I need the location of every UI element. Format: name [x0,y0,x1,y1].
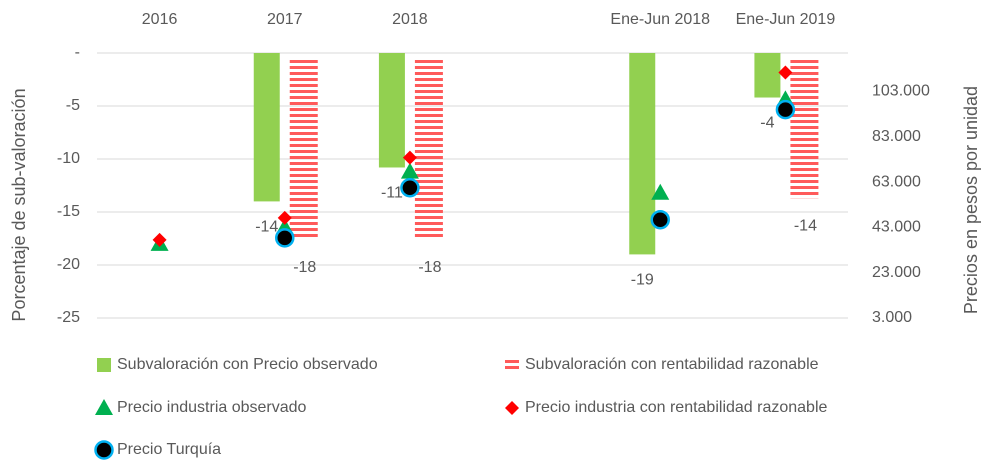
marker [651,183,670,200]
data-label: -18 [293,259,316,276]
marker [775,99,796,120]
y-tick-label: - [75,44,80,61]
data-label: -18 [418,259,441,276]
y2-tick-label: 43.000 [872,219,921,236]
y2-tick-label: 3.000 [872,309,912,326]
y-axis-title: Porcentaje de sub-valoración [9,88,29,321]
y2-tick-label: 23.000 [872,264,921,281]
y2-tick-label: 63.000 [872,173,921,190]
marker [650,209,670,230]
bar [378,53,405,168]
marker [152,232,167,247]
legend-label: Subvaloración con rentabilidad razonable [525,356,819,373]
legend-swatch [97,358,111,372]
y-tick-label: -10 [57,150,80,167]
data-label: -4 [760,115,774,132]
marker [277,210,292,225]
legend-swatch [505,358,519,372]
bar [414,57,443,240]
legend-label: Precio Turquía [117,441,221,458]
y-tick-label: -5 [66,97,80,114]
marker [778,65,793,80]
y-tick-label: -25 [57,309,80,326]
bar [629,53,656,255]
data-label: -14 [255,219,278,236]
legend-swatch [95,399,113,415]
marker [402,150,417,165]
data-label: -19 [631,272,654,289]
marker [400,162,419,179]
legend-label: Precio industria observado [117,399,307,416]
legend-swatch [94,440,114,460]
x-tick-label: Ene-Jun 2018 [610,11,710,28]
legend-label: Precio industria con rentabilidad razona… [525,399,828,416]
y2-tick-label: 103.000 [872,83,930,100]
bar [754,53,781,98]
x-tick-label: 2018 [392,11,428,28]
data-label: -11 [381,185,403,202]
legend-label: Subvaloración con Precio observado [117,356,378,373]
y2-tick-label: 83.000 [872,128,921,145]
x-tick-label: 2016 [142,11,178,28]
data-label: -14 [794,217,817,234]
x-tick-label: 2017 [267,11,303,28]
marker [400,178,420,198]
y-tick-label: -20 [57,256,80,273]
bar [253,53,280,202]
bar [289,57,318,240]
x-tick-label: Ene-Jun 2019 [736,11,836,28]
marker [275,228,295,248]
y2-axis-title: Precios en pesos por unidad [961,86,981,314]
legend-swatch [505,401,519,415]
y-tick-label: -15 [57,203,80,220]
bar [790,57,819,199]
